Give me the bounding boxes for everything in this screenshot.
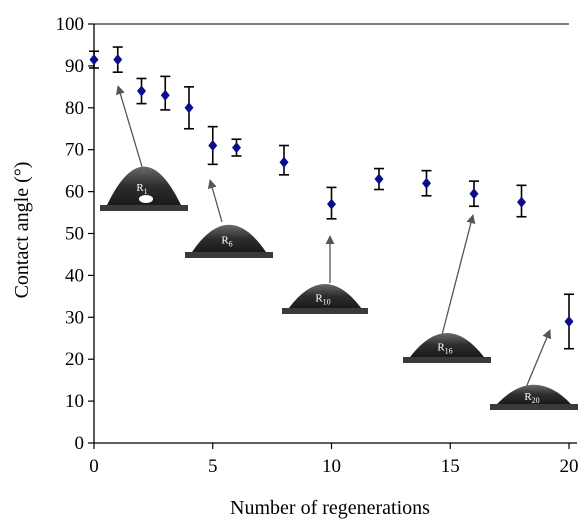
droplet-base	[403, 357, 491, 363]
x-tick-label: 5	[208, 456, 218, 477]
data-point	[279, 156, 289, 168]
x-axis-title: Number of regenerations	[230, 497, 430, 519]
droplet-inset-0: R1	[100, 85, 188, 211]
y-tick-label: 0	[75, 433, 85, 454]
x-tick-label: 0	[89, 456, 99, 477]
droplet-label: R6	[221, 235, 232, 249]
data-point	[160, 89, 170, 101]
y-tick-label: 10	[65, 391, 84, 412]
droplet-label: R20	[524, 391, 539, 405]
y-tick-label: 100	[56, 14, 85, 35]
y-axis-title: Contact angle (°)	[11, 162, 33, 299]
data-point	[374, 173, 384, 185]
data-point	[232, 142, 241, 154]
annotation-arrow	[441, 214, 476, 336]
x-tick-label: 10	[322, 456, 341, 477]
droplet-inset-1: R6	[185, 179, 273, 258]
droplet-label-subscript: 1	[144, 187, 148, 196]
droplet-shape	[192, 224, 266, 252]
droplet-label-subscript: 6	[229, 240, 233, 249]
droplet-shape	[288, 284, 362, 308]
droplet-label-letter: R	[136, 182, 144, 194]
axes: 0 10 20 30 40 50 60 70 80 90 100 0 5 10 15 20	[56, 14, 579, 477]
y-tick-label: 70	[65, 140, 84, 161]
data-point	[422, 177, 431, 189]
droplet-inset-3: R16	[403, 214, 491, 363]
data-point	[469, 188, 479, 200]
droplet-label: R1	[136, 182, 147, 196]
droplet-label-letter: R	[315, 292, 323, 304]
droplet-highlight	[139, 195, 153, 203]
y-tick-label: 40	[65, 265, 84, 286]
droplet-label-letter: R	[221, 235, 229, 247]
droplet-shape	[497, 384, 571, 404]
x-tick-label: 15	[441, 456, 460, 477]
droplet-base	[490, 404, 578, 410]
droplet-label-subscript: 10	[323, 297, 331, 306]
droplet-label: R16	[437, 341, 452, 355]
droplet-shape	[410, 333, 484, 357]
droplet-inset-4: R20	[490, 329, 578, 410]
data-point	[327, 198, 336, 210]
y-tick-label: 60	[65, 182, 84, 203]
droplet-label: R10	[315, 292, 330, 306]
y-tick-label: 80	[65, 98, 84, 119]
droplet-inset-2: R10	[282, 235, 368, 314]
data-point	[89, 54, 99, 66]
y-tick-label: 20	[65, 349, 84, 370]
droplet-base	[100, 205, 188, 211]
data-point	[113, 54, 123, 66]
data-series	[89, 46, 574, 350]
annotation-arrow	[207, 179, 223, 223]
x-tick-label: 20	[560, 456, 579, 477]
droplet-shape	[107, 166, 181, 205]
droplet-base	[185, 252, 273, 258]
data-point	[208, 140, 218, 152]
y-tick-label: 30	[65, 307, 84, 328]
droplet-label-subscript: 20	[532, 396, 540, 405]
data-point	[517, 196, 526, 208]
y-tick-label: 50	[65, 224, 84, 245]
data-point	[564, 315, 574, 327]
data-point	[137, 85, 146, 97]
droplet-label-letter: R	[437, 341, 445, 353]
y-tick-label: 90	[65, 56, 84, 77]
data-point	[184, 102, 194, 114]
annotation-arrow	[524, 329, 552, 391]
droplet-label-letter: R	[524, 391, 532, 403]
droplet-label-subscript: 16	[445, 346, 453, 355]
droplet-base	[282, 308, 368, 314]
annotation-arrow	[115, 85, 144, 171]
